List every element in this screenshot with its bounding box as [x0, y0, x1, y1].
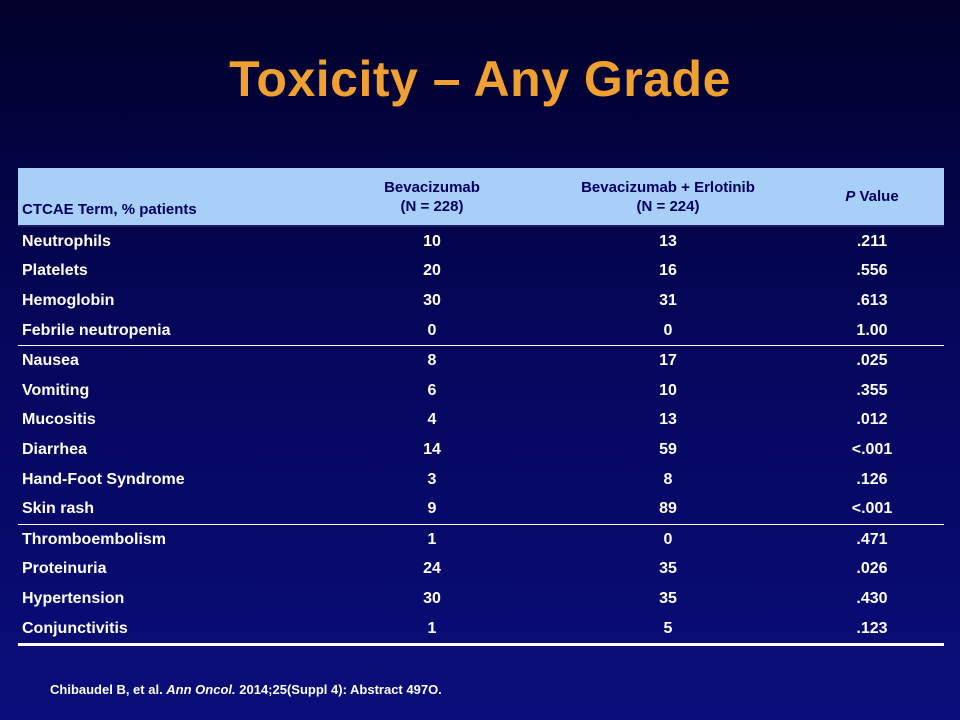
table-row: Platelets 20 16 .556 — [18, 257, 944, 287]
bevacizumab-cell: 30 — [423, 589, 441, 607]
combination-cell: 0 — [536, 523, 800, 555]
term-cell: Hemoglobin — [22, 291, 115, 309]
citation-journal: Ann Oncol. — [166, 682, 236, 697]
table-row: Mucositis 4 13 .012 — [18, 406, 944, 436]
bevacizumab-cell: 14 — [423, 440, 441, 458]
combination-cell: 13 — [536, 225, 800, 257]
p-value-cell: .026 — [856, 560, 888, 578]
header-combination-name: Bevacizumab + Erlotinib — [581, 178, 755, 196]
combination-cell: 89 — [659, 500, 677, 518]
bevacizumab-cell: 3 — [427, 470, 437, 488]
table-row: Skin rash 9 89 <.001 — [18, 494, 944, 524]
table-header-row: CTCAE Term, % patients Bevacizumab (N = … — [18, 168, 944, 226]
p-value-cell: <.001 — [851, 440, 893, 458]
table-row: Nausea 8 17.025 — [18, 345, 944, 376]
table-row: Neutrophils 10 13.211 — [18, 225, 944, 257]
term-cell: Skin rash — [22, 500, 95, 518]
table-row: Hemoglobin 30 31 .613 — [18, 286, 944, 316]
table-row: Febrile neutropenia 0 0 1.00 — [18, 316, 944, 346]
slide-title: Toxicity – Any Grade — [229, 51, 731, 107]
table-row: Conjunctivitis 1 5.123 — [18, 613, 944, 647]
term-cell: Hand-Foot Syndrome — [22, 470, 185, 488]
term-cell: Diarrhea — [22, 440, 87, 458]
term-cell: Mucositis — [22, 411, 96, 429]
citation-details: 2014;25(Suppl 4): Abstract 497O. — [235, 682, 442, 697]
table-row: Thromboembolism 1 0.471 — [18, 523, 944, 555]
p-value-cell: .025 — [800, 345, 944, 376]
bevacizumab-cell: 1 — [328, 523, 536, 555]
header-ctcae-term: CTCAE Term, % patients — [22, 201, 197, 218]
combination-cell: 35 — [659, 560, 677, 578]
term-cell: Proteinuria — [22, 560, 107, 578]
bevacizumab-cell: 4 — [427, 411, 437, 429]
p-value-cell: .211 — [800, 225, 944, 257]
header-combination: Bevacizumab + Erlotinib (N = 224) — [536, 168, 800, 226]
term-cell: Thromboembolism — [18, 523, 328, 555]
combination-cell: 10 — [659, 381, 677, 399]
term-cell: Conjunctivitis — [18, 613, 328, 647]
table-row: Diarrhea 14 59 <.001 — [18, 435, 944, 465]
table-row: Proteinuria 24 35 .026 — [18, 555, 944, 585]
combination-cell: 17 — [536, 345, 800, 376]
citation-authors: Chibaudel B, et al. — [50, 682, 167, 697]
term-cell: Platelets — [22, 262, 88, 280]
p-value-cell: .556 — [856, 262, 888, 280]
term-cell: Hypertension — [22, 589, 125, 607]
bevacizumab-cell: 0 — [427, 321, 437, 339]
p-value-cell: .430 — [856, 589, 888, 607]
combination-cell: 5 — [536, 613, 800, 647]
header-combination-n: (N = 224) — [636, 197, 700, 215]
header-p-italic: P — [845, 188, 856, 205]
term-cell: Neutrophils — [18, 225, 328, 257]
combination-cell: 35 — [659, 589, 677, 607]
bevacizumab-cell: 1 — [328, 613, 536, 647]
header-bevacizumab: Bevacizumab (N = 228) — [328, 168, 536, 226]
table-row: Vomiting 6 10 .355 — [18, 376, 944, 406]
table-body: Neutrophils 10 13.211 Platelets 20 16.556 Hemo… — [18, 225, 944, 647]
p-value-cell: 1.00 — [856, 321, 888, 339]
p-value-cell: .012 — [856, 411, 888, 429]
bevacizumab-cell: 9 — [427, 500, 437, 518]
table-row: Hand-Foot Syndrome 3 8 .126 — [18, 465, 944, 495]
combination-cell: 0 — [663, 321, 673, 339]
toxicity-table-container: CTCAE Term, % patients Bevacizumab (N = … — [18, 168, 944, 647]
bevacizumab-cell: 24 — [423, 560, 441, 578]
bevacizumab-cell: 30 — [423, 291, 441, 309]
combination-cell: 8 — [663, 470, 673, 488]
header-p-rest: Value — [855, 188, 899, 205]
bevacizumab-cell: 20 — [423, 262, 441, 280]
combination-cell: 13 — [659, 411, 677, 429]
bevacizumab-cell: 10 — [328, 225, 536, 257]
table-row: Hypertension 30 35 .430 — [18, 584, 944, 614]
table-header: CTCAE Term, % patients Bevacizumab (N = … — [18, 168, 944, 226]
toxicity-table: CTCAE Term, % patients Bevacizumab (N = … — [18, 168, 944, 647]
header-bevacizumab-n: (N = 228) — [400, 197, 464, 215]
bevacizumab-cell: 8 — [328, 345, 536, 376]
combination-cell: 16 — [659, 262, 677, 280]
p-value-cell: .471 — [800, 523, 944, 555]
combination-cell: 31 — [659, 291, 677, 309]
term-cell: Vomiting — [22, 381, 90, 399]
combination-cell: 59 — [659, 440, 677, 458]
p-value-cell: .126 — [856, 470, 888, 488]
p-value-cell: <.001 — [851, 500, 893, 518]
term-cell: Febrile neutropenia — [22, 321, 171, 339]
citation: Chibaudel B, et al. Ann Oncol. 2014;25(S… — [50, 682, 442, 697]
term-cell: Nausea — [18, 345, 328, 376]
header-p-value: P Value — [800, 168, 944, 226]
p-value-cell: .123 — [800, 613, 944, 647]
bevacizumab-cell: 6 — [427, 381, 437, 399]
p-value-cell: .355 — [856, 381, 888, 399]
header-bevacizumab-name: Bevacizumab — [384, 178, 480, 196]
p-value-cell: .613 — [856, 291, 888, 309]
